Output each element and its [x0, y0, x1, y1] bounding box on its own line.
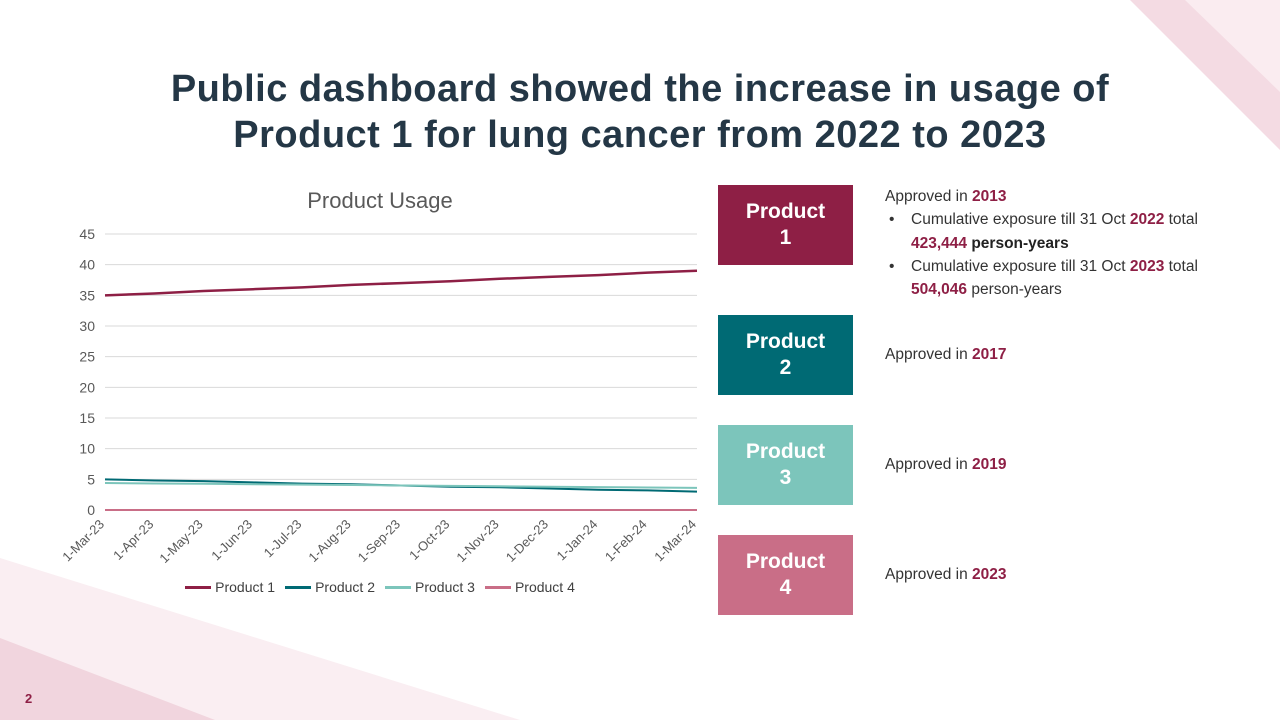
- accent-text: 423,444: [911, 234, 968, 252]
- x-tick-label: 1-Feb-24: [602, 517, 650, 565]
- x-tick-label: 1-Mar-24: [651, 517, 699, 565]
- product-box-label: Product: [745, 439, 826, 463]
- legend-swatch: [185, 585, 212, 589]
- product-box-number: 3: [779, 466, 792, 489]
- product-box-number: 4: [779, 576, 792, 599]
- chart-title: Product Usage: [307, 188, 453, 213]
- detail-text: Cumulative exposure till 31 Oct: [911, 257, 1130, 275]
- detail-line: Approved in 2019: [885, 453, 1233, 476]
- detail-text: Approved in: [885, 566, 973, 584]
- x-tick-label: 1-Dec-23: [503, 517, 551, 565]
- accent-text: 2019: [972, 456, 1007, 474]
- product-4-box: Product 4: [718, 535, 853, 615]
- legend-swatch: [285, 585, 312, 589]
- accent-text: 2023: [1129, 257, 1165, 275]
- page-number: 2: [25, 691, 33, 706]
- product-1-details: Approved in 2013 • Cumulative exposure til…: [885, 185, 1233, 301]
- product-box-number: 1: [779, 226, 792, 249]
- legend-label: Product 2: [315, 579, 375, 595]
- detail-line: Approved in 2017: [885, 343, 1233, 366]
- legend-label: Product 3: [415, 579, 475, 595]
- y-tick-label: 5: [87, 471, 95, 487]
- detail-text: total: [1164, 211, 1198, 229]
- y-tick-label: 40: [79, 257, 95, 273]
- x-tick-label: 1-Jan-24: [554, 517, 601, 564]
- product-usage-chart-panel: Product Usage 0 5 10 15 20 25 30 35 40 45 1-Mar-23…: [55, 188, 705, 595]
- accent-text: 2023: [972, 566, 1007, 584]
- x-tick-label: 1-Jul-23: [261, 517, 305, 561]
- accent-text: 504,046: [911, 281, 968, 298]
- product-3-details: Approved in 2019: [885, 453, 1233, 476]
- product-row-3: Product 3 Approved in 2019: [718, 425, 1233, 505]
- product-row-1: Product 1 Approved in 2013 • Cumulative expo…: [718, 185, 1233, 301]
- accent-text: 2022: [1129, 211, 1165, 229]
- product-box-number: 2: [779, 356, 792, 379]
- detail-line: Approved in 2023: [885, 563, 1233, 586]
- product-row-2: Product 2 Approved in 2017: [718, 315, 1233, 395]
- y-tick-label: 30: [79, 318, 95, 334]
- usage-line-chart: 0 5 10 15 20 25 30 35 40 45 1-Mar-23 1-Apr-23 1-May-…: [59, 226, 699, 566]
- product-box-label: Product: [745, 549, 826, 573]
- series-line-3: [104, 482, 698, 489]
- y-tick-label: 15: [79, 410, 95, 426]
- x-tick-label: 1-Oct-23: [406, 517, 452, 563]
- x-tick-label: 1-Jun-23: [208, 517, 255, 564]
- x-tick-label: 1-Aug-23: [305, 517, 353, 565]
- y-tick-label: 25: [79, 349, 95, 365]
- detail-text: person-years: [967, 281, 1062, 298]
- chart-legend: Product 1 Product 2 Product 3 Product 4: [55, 579, 705, 595]
- series-line-1: [104, 269, 698, 297]
- slide-title: Public dashboard showed the increase in …: [0, 67, 1280, 158]
- x-tick-label: 1-Sep-23: [355, 517, 403, 565]
- slide-title-line1: Public dashboard showed the increase in …: [170, 68, 1110, 111]
- product-4-details: Approved in 2023: [885, 563, 1233, 586]
- bullet-marker: •: [889, 211, 895, 229]
- detail-text: total: [1164, 257, 1198, 275]
- y-tick-label: 0: [87, 502, 95, 518]
- product-row-4: Product 4 Approved in 2023: [718, 535, 1233, 615]
- product-3-box: Product 3: [718, 425, 853, 505]
- slide-title-line2: Product 1 for lung cancer from 2022 to 2…: [233, 114, 1047, 157]
- legend-label: Product 4: [514, 579, 575, 595]
- legend-item-2: Product 2: [285, 579, 375, 595]
- detail-text: person-years: [971, 234, 1069, 252]
- x-tick-label: 1-May-23: [156, 517, 205, 566]
- accent-text: 2013: [972, 188, 1007, 205]
- detail-line: Approved in 2013: [885, 185, 1233, 208]
- product-1-box: Product 1: [718, 185, 853, 265]
- y-tick-label: 45: [79, 226, 95, 242]
- legend-item-1: Product 1: [185, 579, 275, 595]
- detail-text: Approved in: [885, 346, 973, 364]
- legend-swatch: [484, 585, 511, 589]
- y-tick-label: 20: [79, 379, 95, 395]
- product-2-details: Approved in 2017: [885, 343, 1233, 366]
- detail-bullet-line: • Cumulative exposure till 31 Oct 2022 to…: [885, 208, 1233, 255]
- bullet-marker: •: [889, 257, 895, 275]
- legend-item-3: Product 3: [385, 579, 475, 595]
- y-tick-label: 10: [79, 441, 95, 457]
- product-box-label: Product: [745, 199, 826, 223]
- detail-text: Cumulative exposure till 31 Oct: [911, 211, 1130, 229]
- accent-text: 2017: [972, 346, 1007, 364]
- detail-text: Approved in: [885, 456, 973, 474]
- legend-swatch: [385, 585, 411, 589]
- detail-bullet-line: • Cumulative exposure till 31 Oct 2023 to…: [885, 255, 1233, 302]
- x-tick-label: 1-Apr-23: [110, 517, 156, 563]
- x-tick-label: 1-Mar-23: [59, 517, 107, 565]
- detail-text: Approved in: [885, 188, 973, 205]
- legend-item-4: Product 4: [484, 579, 575, 595]
- product-box-label: Product: [745, 329, 826, 353]
- y-tick-label: 35: [79, 287, 95, 303]
- legend-label: Product 1: [215, 579, 276, 595]
- product-2-box: Product 2: [718, 315, 853, 395]
- x-tick-label: 1-Nov-23: [453, 517, 501, 565]
